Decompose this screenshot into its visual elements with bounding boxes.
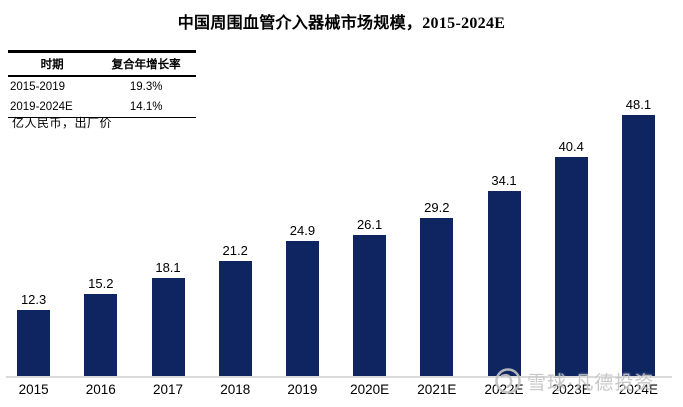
bars-row: 12.3 15.2 18.1 21.2 24.9 26.1 29.2 34.1 40.4 48.1: [0, 95, 672, 377]
xaxis-labels: 2015 2016 2017 2018 2019 2020E 2021E 2022E 2023E…: [0, 382, 672, 397]
xaxis-tick-label: 2016: [85, 382, 116, 397]
bar: [151, 278, 185, 377]
bar-value-label: 26.1: [356, 217, 383, 232]
cagr-header-period: 时期: [40, 59, 64, 71]
chart-title-years: 2015-2024E: [422, 15, 506, 32]
bar-value-label: 29.2: [424, 200, 450, 215]
bar-column: 48.1: [605, 95, 672, 377]
xaxis-tick-label: 2024E: [618, 382, 658, 397]
bar-column: 40.4: [538, 95, 605, 377]
bar: [17, 310, 51, 377]
xaxis-tick-label: 2022E: [484, 382, 524, 397]
chart-title-cn: 中国周围血管介入器械市场规模，: [177, 15, 423, 32]
chart-title: 中国周围血管介入器械市场规模，2015-2024E: [0, 9, 683, 33]
bar-column: 26.1: [336, 95, 403, 377]
bar: [84, 294, 118, 377]
x-axis-line: [6, 376, 672, 378]
xaxis-tick-label: 2017: [152, 382, 184, 397]
bar: [621, 115, 655, 377]
xaxis-tick-label: 2021E: [417, 382, 457, 397]
cagr-header-rate: 复合年增长率: [111, 59, 181, 71]
cagr-row-rate: 19.3%: [129, 81, 163, 93]
bar-column: 29.2: [403, 95, 470, 377]
bar-column: 34.1: [470, 95, 537, 377]
bar-value-label: 40.4: [558, 139, 584, 154]
cagr-row-rate: 14.1%: [129, 101, 163, 113]
xaxis-tick-label: 2020E: [350, 382, 390, 397]
cagr-table: 时期 复合年增长率 2015-2019 19.3% 2019-2024E 14.…: [8, 50, 196, 118]
bar: [554, 157, 588, 377]
bar-value-label: 34.1: [491, 173, 517, 188]
bar: [487, 191, 521, 377]
cagr-table-header: 时期 复合年增长率: [8, 53, 196, 77]
bar-column: 18.1: [134, 95, 201, 377]
bar-value-label: 24.9: [289, 223, 316, 238]
bar: [218, 261, 252, 377]
cagr-row-period: 2019-2024E: [10, 101, 73, 113]
table-row: 2015-2019 19.3%: [8, 77, 196, 97]
bar-column: 15.2: [67, 95, 134, 377]
unit-note: 亿人民币，出厂价: [12, 116, 113, 130]
bar-value-label: 12.3: [20, 292, 47, 307]
table-row: 2019-2024E 14.1%: [8, 97, 196, 117]
cagr-row-period: 2015-2019: [10, 81, 65, 93]
xaxis-tick-label: 2019: [287, 382, 318, 397]
bar-value-label: 48.1: [625, 97, 652, 112]
bar-column: 21.2: [202, 95, 269, 377]
xaxis-tick-label: 2023E: [551, 382, 591, 397]
bar: [285, 241, 319, 377]
xaxis-tick-label: 2018: [220, 382, 251, 397]
xaxis-tick-label: 2015: [18, 382, 49, 397]
bar-column: 12.3: [0, 95, 67, 377]
bar: [420, 218, 454, 377]
bar-value-label: 21.2: [222, 243, 248, 258]
bar-value-label: 18.1: [155, 260, 181, 275]
bar-column: 24.9: [269, 95, 336, 377]
bar: [353, 235, 387, 377]
bar-chart-plot: 12.3 15.2 18.1 21.2 24.9 26.1 29.2 34.1 40.4 48.1: [0, 95, 672, 378]
bar-value-label: 15.2: [88, 276, 114, 291]
